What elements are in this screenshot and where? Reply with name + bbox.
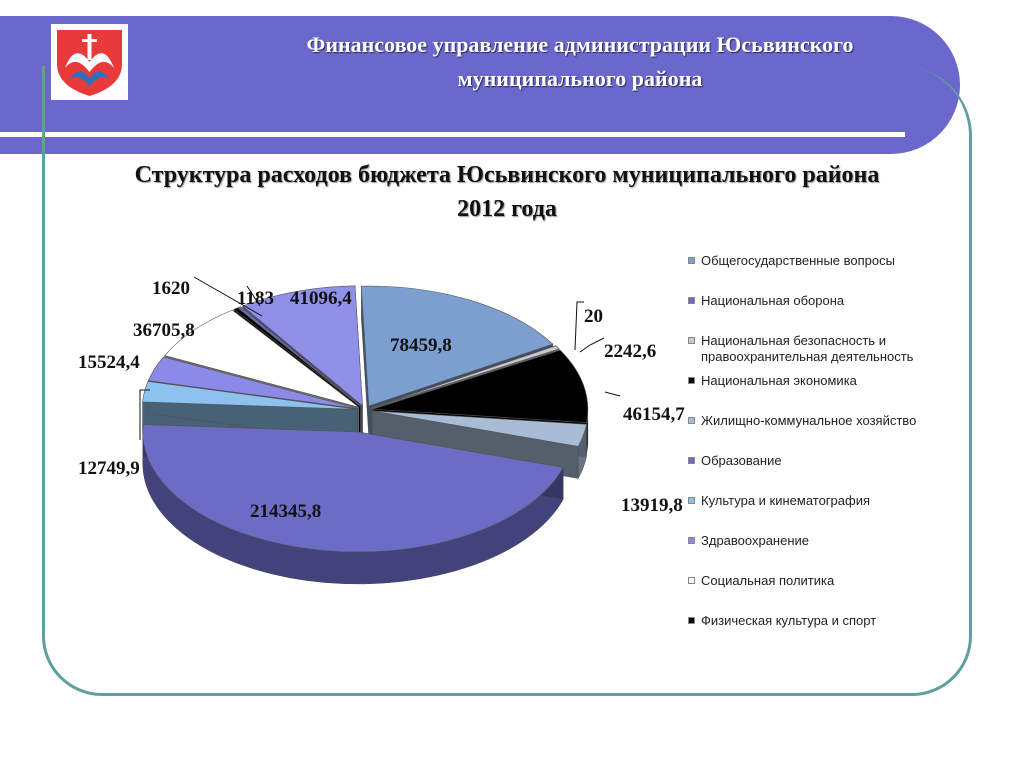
data-label: 1620: [152, 278, 190, 299]
legend-label: Образование: [701, 453, 782, 468]
leader-line: [193, 276, 263, 317]
legend-label: Здравоохранение: [701, 533, 810, 548]
legend-swatch: [688, 617, 695, 624]
slide-frame: [42, 66, 972, 696]
legend-swatch: [688, 417, 695, 424]
legend-label: Национальная безопасность и правоохранит…: [701, 333, 914, 364]
legend-label: Социальная политика: [701, 573, 835, 588]
data-label: 13919,8: [621, 495, 683, 516]
coat-of-arms-icon: [51, 24, 128, 100]
legend-swatch: [688, 457, 695, 464]
pie-slice: [372, 410, 587, 447]
legend-swatch: [688, 537, 695, 544]
header-bar: [0, 16, 960, 154]
pie-slice: [242, 285, 363, 407]
legend-swatch: [688, 257, 695, 264]
legend-label: Национальная оборона: [701, 293, 845, 308]
data-label: 20: [584, 306, 603, 327]
header-divider: [0, 132, 905, 137]
data-label: 214345,8: [250, 501, 321, 522]
org-name-line1: Финансовое управление администрации Юсьв…: [306, 32, 854, 57]
pie-slice: [371, 345, 560, 409]
legend-swatch: [688, 337, 695, 344]
pie-slice: [372, 349, 589, 423]
data-label: 2242,6: [604, 341, 656, 362]
legend-label: Жилищно-коммунальное хозяйство: [701, 413, 917, 428]
data-label: 1183: [237, 288, 274, 309]
leader-line: [246, 285, 261, 307]
legend-swatch: [688, 297, 695, 304]
legend-label: Национальная экономика: [701, 373, 857, 388]
data-label: 12749,9: [78, 458, 140, 479]
leader-line: [604, 391, 621, 397]
pie-slice: [147, 356, 358, 409]
org-name-line2: муниципального района: [457, 66, 703, 91]
leader-line: [574, 301, 584, 351]
data-label: 78459,8: [390, 335, 452, 356]
pie-slice: [142, 424, 564, 553]
data-label: 15524,4: [78, 352, 140, 373]
slide-title-year: 2012 года: [457, 196, 557, 222]
legend-swatch: [688, 577, 695, 584]
data-label: 46154,7: [623, 404, 685, 425]
legend-swatch: [688, 497, 695, 504]
pie-slice: [142, 381, 358, 410]
slide-title: Структура расходов бюджета Юсьвинского м…: [134, 162, 880, 188]
legend-label: Физическая культура и спорт: [701, 613, 877, 628]
legend-label: Культура и кинематография: [701, 493, 871, 508]
data-label: 41096,4: [290, 288, 352, 309]
leader-line: [579, 337, 605, 353]
leader-line: [139, 389, 150, 440]
pie-slice: [164, 309, 360, 408]
legend-swatch: [688, 377, 695, 384]
pie-slice: [360, 285, 554, 407]
pie-slice: [237, 306, 361, 407]
data-label: 36705,8: [133, 320, 195, 341]
legend-label: Общегосударственные вопросы: [701, 253, 895, 268]
